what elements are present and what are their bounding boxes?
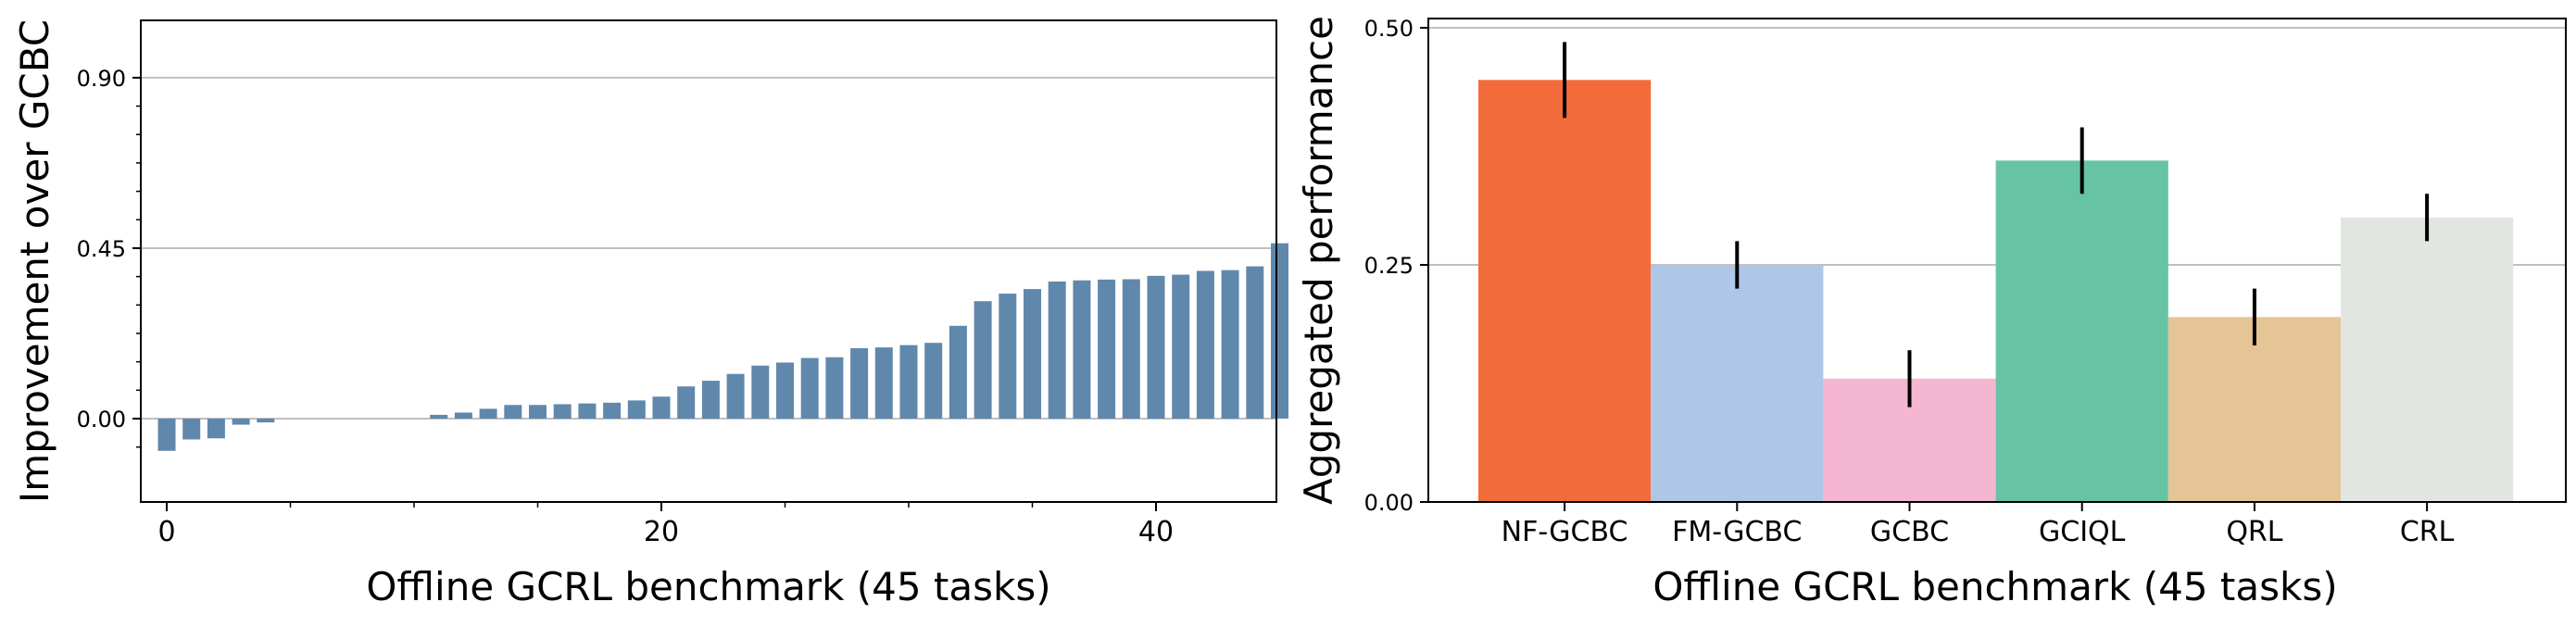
bar — [1246, 266, 1264, 419]
x-tick-label: FM-GCBC — [1672, 516, 1802, 548]
bar — [825, 357, 844, 419]
bar — [899, 345, 918, 419]
bar — [2168, 317, 2341, 502]
y-tick-label: 0.00 — [1364, 490, 1414, 516]
bar — [257, 419, 275, 423]
plot-frame — [140, 19, 1277, 503]
bar — [578, 403, 597, 419]
y-tick-label: 0.00 — [77, 407, 126, 433]
bar — [1271, 243, 1288, 419]
y-axis-label: Aggregated performance — [1296, 16, 1341, 505]
y-tick-label: 0.25 — [1364, 253, 1414, 279]
y-tick-label: 0.90 — [77, 66, 126, 92]
chart-aggregated: 0.00 0.25 0.50 NF-GCBC FM-GCBC GCBC GCIQL QRL CR… — [1296, 16, 2567, 609]
x-tick-label: 20 — [644, 516, 679, 548]
bar — [430, 414, 448, 419]
x-tick-label: CRL — [2400, 516, 2455, 548]
bar — [726, 373, 745, 419]
bar — [454, 412, 472, 419]
y-axis-label: Improvement over GCBC — [12, 19, 57, 503]
x-tick-label: 0 — [157, 516, 175, 548]
bar — [999, 294, 1017, 419]
bar — [627, 400, 646, 419]
x-tick-label: 40 — [1138, 516, 1174, 548]
bar — [1478, 80, 1652, 502]
plot-frame — [1427, 18, 2567, 503]
bar — [1221, 270, 1239, 419]
bar — [1172, 274, 1190, 419]
bar — [1024, 289, 1041, 419]
bar — [207, 419, 225, 439]
bar — [874, 347, 893, 419]
chart-improvement: 0.00 0.45 0.90 0 20 40 Offline GCRL benchmark … — [12, 19, 1288, 609]
bar — [1073, 280, 1091, 419]
y-tick-label: 0.50 — [1364, 16, 1414, 42]
x-tick-label: QRL — [2226, 516, 2282, 548]
bar — [949, 325, 967, 419]
bar — [182, 419, 201, 440]
bar — [701, 381, 720, 419]
bar — [652, 396, 671, 419]
bar — [751, 365, 770, 419]
x-axis-label: Offline GCRL benchmark (45 tasks) — [1652, 564, 2337, 609]
x-tick-label: NF-GCBC — [1502, 516, 1628, 548]
bar — [2341, 217, 2514, 503]
bar — [924, 343, 943, 419]
bar — [776, 362, 794, 419]
bar — [504, 405, 522, 419]
bar — [677, 386, 696, 419]
bar — [232, 419, 250, 425]
bar — [1048, 281, 1066, 419]
bar — [1098, 279, 1116, 419]
bar — [529, 405, 547, 419]
bar — [1122, 279, 1140, 419]
x-tick-label: GCBC — [1870, 516, 1949, 548]
bar — [850, 347, 869, 419]
bar — [1995, 160, 2168, 503]
bar — [603, 402, 622, 419]
bar — [800, 357, 819, 419]
bar — [479, 408, 497, 419]
bar — [1651, 265, 1824, 502]
bar — [553, 404, 572, 419]
bar — [974, 301, 992, 419]
x-axis-label: Offline GCRL benchmark (45 tasks) — [366, 564, 1050, 609]
y-tick-label: 0.45 — [77, 236, 126, 262]
bar — [157, 419, 176, 451]
bar — [1196, 270, 1214, 419]
bar — [1147, 275, 1165, 419]
x-tick-label: GCIQL — [2039, 516, 2126, 548]
